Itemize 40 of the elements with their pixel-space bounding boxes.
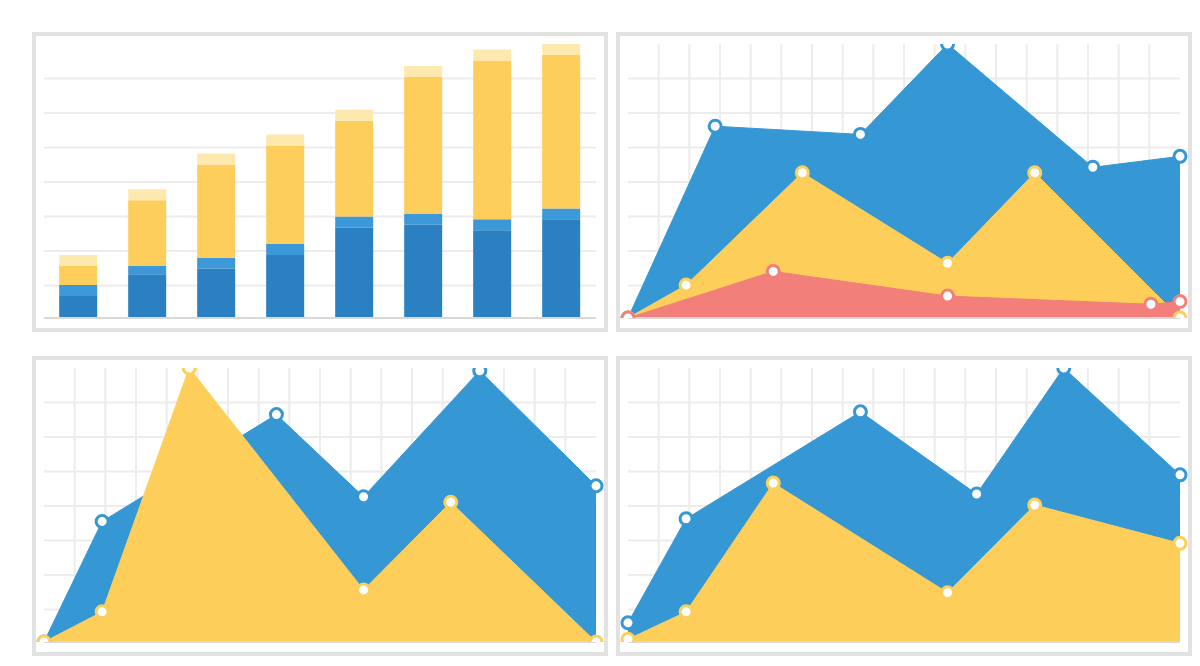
bar [473,60,512,220]
point [1172,294,1188,310]
bar [266,244,305,255]
bar [128,200,167,266]
point [1172,467,1188,483]
bar [128,189,167,201]
bar [404,224,443,318]
bar [335,227,374,318]
bar [542,208,581,220]
bar [542,44,581,55]
bar [266,145,305,245]
bar [404,65,443,77]
bar [128,274,167,318]
bar [59,296,98,318]
bar [59,285,98,297]
point [1172,148,1188,164]
point [678,511,694,527]
bar [128,265,167,275]
point [765,475,781,491]
bar [197,257,236,269]
bar [59,254,98,266]
bar [197,164,236,258]
bar [473,230,512,318]
bar [542,219,581,318]
bar [335,120,374,217]
point [94,513,110,529]
bar [266,134,305,146]
bar [335,216,374,228]
bar [473,219,512,231]
bar [197,153,236,165]
bar [197,268,236,318]
bar [404,76,443,214]
bar [404,213,443,225]
bar [473,49,512,61]
point [1172,535,1188,551]
bar [266,254,305,318]
point [707,118,723,134]
bar [59,265,98,286]
bar [335,109,374,121]
bar [542,54,581,209]
